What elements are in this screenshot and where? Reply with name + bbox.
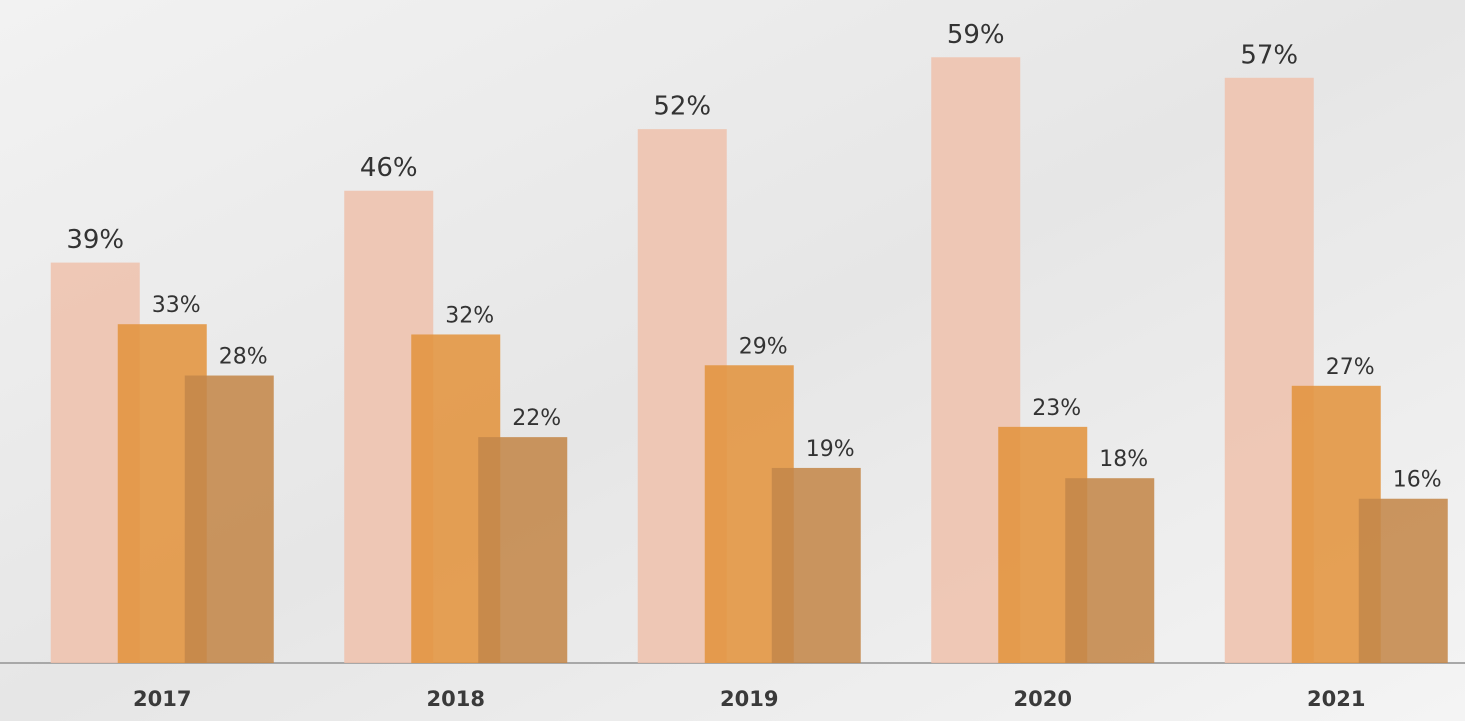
data-label: 19% [806, 437, 855, 462]
data-label: 46% [360, 153, 418, 183]
page: 2017 39% 33% 28% 2018 46% 32% 22% 2019 52% 29% 19% 2… [0, 0, 1465, 721]
bar [478, 437, 567, 663]
chart: 2017 39% 33% 28% 2018 46% 32% 22% 2019 52% 29% 19% 2… [0, 0, 1465, 721]
bar [1065, 478, 1154, 663]
x-tick-label: 2017 [133, 687, 191, 711]
data-label: 52% [653, 92, 711, 122]
x-tick-label: 2020 [1014, 687, 1072, 711]
data-label: 28% [219, 345, 268, 370]
x-tick-label: 2019 [720, 687, 778, 711]
x-tick-label: 2021 [1307, 687, 1365, 711]
x-tick-label: 2018 [427, 687, 485, 711]
data-label: 32% [445, 303, 494, 328]
data-label: 57% [1240, 40, 1298, 70]
data-label: 27% [1326, 355, 1375, 380]
data-label: 22% [512, 406, 561, 431]
data-label: 16% [1393, 468, 1442, 493]
data-label: 39% [66, 225, 124, 255]
bar [772, 468, 861, 663]
data-label: 18% [1099, 447, 1148, 472]
data-label: 59% [947, 20, 1005, 50]
data-label: 23% [1032, 396, 1081, 421]
bar [1359, 499, 1448, 663]
data-label: 29% [739, 334, 788, 359]
data-label: 33% [152, 293, 201, 318]
bar [185, 376, 274, 663]
